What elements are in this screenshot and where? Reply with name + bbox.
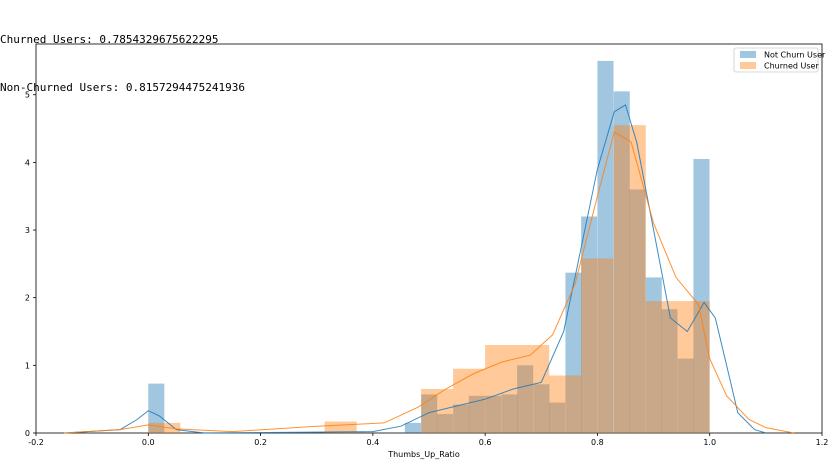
legend-swatch-churned [740,62,756,69]
x-axis-label: Thumbs_Up_Ratio [387,450,460,459]
plot-area-frame [35,43,823,434]
y-axis-ticks: 0 1 2 3 4 5 [25,91,36,438]
not-churn-bar-8 [517,365,534,433]
legend-label-not-churn: Not Churn User [764,51,826,60]
y-tick-label-2: 2 [25,294,30,303]
console-output: Churned Users: 0.7854329675622295 Non-Ch… [0,0,245,112]
legend-swatch-not-churn [740,51,756,58]
churned-bar-5 [517,345,550,433]
churned-bar-1 [324,421,357,433]
not-churn-kde-line [64,104,767,434]
x-tick-label-6: 1.0 [703,438,716,447]
not-churn-bar-15 [629,189,646,433]
churned-bar-10 [677,301,710,433]
not-churn-bar-4 [453,404,470,433]
not-churn-bar-3 [436,414,453,433]
not-churn-bar-9 [533,384,550,433]
not-churn-bar-12 [581,216,598,433]
legend-label-churned: Churned User [764,62,819,71]
x-tick-label-4: 0.6 [479,438,492,447]
churned-bar-3 [453,368,486,433]
not-churn-bar-5 [468,395,485,433]
y-tick-label-4: 4 [25,158,30,167]
x-axis-ticks: -0.2 0.0 0.2 0.4 0.6 0.8 1.0 1.2 [28,433,828,447]
churned-kde-line [64,131,794,434]
churned-bar-0 [148,422,181,433]
not-churn-bar-6 [485,395,502,433]
churned-bar-9 [645,301,678,433]
not-churn-bar-1 [404,422,421,433]
not-churn-bar-11 [565,272,582,433]
x-tick-label-2: 0.2 [254,438,267,447]
x-tick-label-3: 0.4 [366,438,379,447]
legend-frame [733,47,819,73]
churned-bar-8 [613,125,646,433]
churned-bar-6 [549,375,582,433]
not-churn-bar-16 [645,277,662,433]
y-tick-label-1: 1 [25,361,30,370]
y-tick-label-3: 3 [25,226,30,235]
x-tick-label-1: 0.0 [142,438,155,447]
churned-bars [148,125,710,433]
x-tick-label-0: -0.2 [28,438,44,447]
not-churn-bar-10 [549,402,566,433]
y-tick-label-0: 0 [25,429,30,438]
not-churn-bar-7 [501,394,518,433]
not-churn-bars [148,60,710,434]
not-churn-bar-19 [693,159,710,433]
output-line-non-churned: Non-Churned Users: 0.8157294475241936 [0,81,246,94]
legend: Not Churn User Churned User [733,47,826,73]
x-tick-label-7: 1.2 [816,438,829,447]
not-churn-bar-18 [677,358,694,433]
not-churn-bar-0 [148,383,165,433]
not-churn-bar-2 [421,394,438,433]
y-tick-label-5: 5 [25,91,30,100]
x-tick-label-5: 0.8 [591,438,604,447]
not-churn-bar-17 [661,309,678,433]
churned-bar-7 [581,258,614,433]
not-churn-bar-14 [613,91,630,434]
output-line-churned: Churned Users: 0.7854329675622295 [0,33,219,46]
